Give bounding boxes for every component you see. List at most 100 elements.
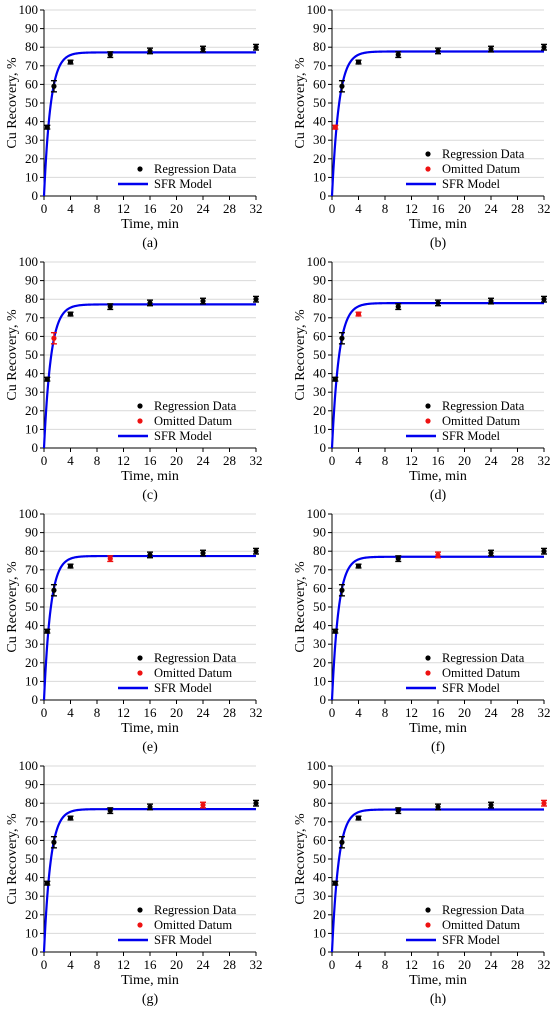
- x-tick-label: 16: [432, 453, 446, 468]
- panel-label: (g): [142, 992, 159, 1007]
- y-tick-label: 0: [32, 440, 39, 455]
- y-tick-label: 90: [313, 777, 326, 792]
- y-tick-label: 10: [25, 169, 38, 184]
- regression-data-point: [147, 552, 153, 558]
- x-tick-label: 28: [223, 201, 236, 216]
- x-tick-label: 12: [405, 705, 418, 720]
- x-tick-label: 8: [94, 453, 101, 468]
- x-tick-label: 20: [170, 957, 183, 972]
- legend-model-label: SFR Model: [154, 429, 213, 443]
- omitted-datum-point: [355, 311, 362, 317]
- regression-data-point: [44, 124, 50, 130]
- y-tick-label: 30: [25, 384, 38, 399]
- legend-model-label: SFR Model: [154, 933, 213, 947]
- y-tick-label: 40: [313, 618, 326, 633]
- regression-data-point: [253, 800, 259, 806]
- y-tick-label: 30: [25, 888, 38, 903]
- x-tick-label: 0: [329, 201, 336, 216]
- y-tick-label: 100: [307, 2, 327, 17]
- chart-panel: 0 10 20 30 40 50 60 70 80 90 100 0 4 8 12 16 20 24 28 32 Tim…: [5, 254, 263, 503]
- y-tick-label: 50: [25, 599, 38, 614]
- y-tick-label: 100: [307, 506, 327, 521]
- regression-data-point: [44, 376, 50, 382]
- y-tick-label: 0: [320, 188, 327, 203]
- regression-data-point: [67, 815, 74, 821]
- legend-regression-label: Regression Data: [442, 399, 525, 413]
- y-tick-label: 10: [25, 925, 38, 940]
- y-tick-label: 20: [313, 151, 326, 166]
- y-tick-label: 80: [313, 291, 326, 306]
- chart-panel: 0 10 20 30 40 50 60 70 80 90 100 0 4 8 12 16 20 24 28 32 Tim…: [5, 758, 263, 1007]
- x-tick-label: 16: [432, 957, 446, 972]
- y-tick-label: 40: [313, 870, 326, 885]
- x-tick-label: 4: [355, 453, 362, 468]
- x-tick-label: 24: [197, 705, 211, 720]
- legend-model-label: SFR Model: [154, 177, 213, 191]
- y-tick-label: 90: [25, 777, 38, 792]
- x-tick-label: 4: [355, 957, 362, 972]
- regression-data-point: [488, 550, 494, 556]
- x-tick-label: 12: [405, 201, 418, 216]
- regression-data-point: [51, 839, 57, 845]
- legend-omitted-marker: [425, 166, 431, 172]
- y-tick-label: 20: [313, 403, 326, 418]
- y-tick-label: 40: [25, 366, 38, 381]
- x-tick-label: 32: [538, 957, 550, 972]
- y-tick-label: 70: [313, 562, 326, 577]
- x-tick-label: 16: [144, 453, 158, 468]
- y-tick-label: 100: [19, 506, 39, 521]
- regression-data-point: [395, 556, 401, 562]
- regression-data-point: [339, 839, 345, 845]
- y-tick-label: 60: [313, 328, 326, 343]
- y-tick-label: 30: [25, 636, 38, 651]
- regression-data-point: [395, 304, 401, 310]
- x-tick-label: 24: [197, 201, 211, 216]
- omitted-datum-point: [200, 802, 206, 808]
- x-tick-label: 20: [170, 453, 183, 468]
- regression-data-point: [200, 550, 206, 556]
- x-tick-label: 32: [538, 705, 550, 720]
- x-axis-title: Time, min: [409, 973, 467, 988]
- legend-regression-label: Regression Data: [442, 147, 525, 161]
- y-tick-label: 10: [313, 169, 326, 184]
- x-tick-label: 28: [511, 201, 524, 216]
- y-tick-label: 40: [25, 618, 38, 633]
- y-tick-label: 50: [25, 851, 38, 866]
- omitted-datum-point: [435, 552, 441, 558]
- y-tick-label: 80: [25, 795, 38, 810]
- y-tick-label: 30: [313, 888, 326, 903]
- x-tick-label: 24: [485, 201, 499, 216]
- y-axis-title: Cu Recovery, %: [293, 561, 308, 653]
- x-tick-label: 32: [250, 705, 263, 720]
- omitted-datum-point: [541, 800, 547, 806]
- regression-data-point: [51, 83, 57, 89]
- x-tick-label: 16: [144, 201, 158, 216]
- x-tick-label: 0: [41, 705, 48, 720]
- x-tick-label: 4: [67, 201, 74, 216]
- y-tick-label: 100: [307, 254, 327, 269]
- legend-regression-marker: [137, 655, 143, 661]
- x-tick-label: 28: [223, 957, 236, 972]
- chart-panel: 0 10 20 30 40 50 60 70 80 90 100 0 4 8 12 16 20 24 28 32 Tim…: [293, 254, 550, 503]
- regression-data-point: [147, 48, 153, 54]
- y-tick-label: 50: [313, 95, 326, 110]
- regression-data-point: [67, 311, 74, 317]
- x-tick-label: 0: [329, 957, 336, 972]
- x-tick-label: 12: [405, 957, 418, 972]
- x-tick-label: 8: [94, 201, 101, 216]
- y-tick-label: 60: [25, 76, 38, 91]
- regression-data-point: [541, 296, 547, 302]
- regression-data-point: [339, 587, 345, 593]
- y-tick-label: 0: [320, 944, 327, 959]
- y-tick-label: 0: [320, 692, 327, 707]
- x-tick-label: 8: [382, 453, 389, 468]
- y-tick-label: 70: [25, 310, 38, 325]
- x-tick-label: 20: [458, 957, 471, 972]
- y-tick-label: 90: [313, 525, 326, 540]
- y-tick-label: 90: [313, 273, 326, 288]
- chart-panel: 0 10 20 30 40 50 60 70 80 90 100 0 4 8 12 16 20 24 28 32 Tim…: [293, 2, 550, 251]
- regression-data-point: [435, 300, 441, 306]
- y-axis-title: Cu Recovery, %: [293, 57, 308, 149]
- y-tick-label: 80: [313, 543, 326, 558]
